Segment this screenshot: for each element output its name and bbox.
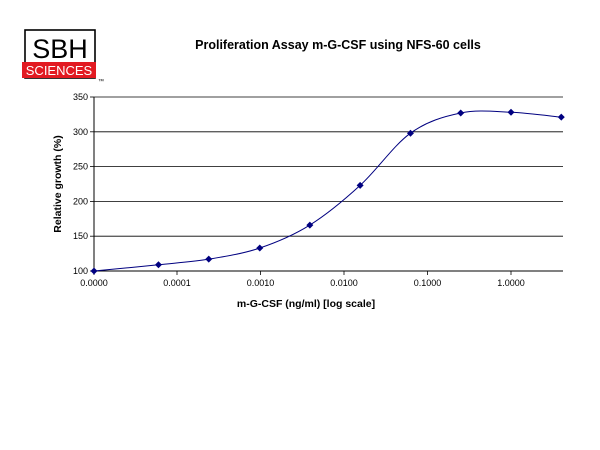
x-tick-label: 1.0000 — [497, 278, 525, 288]
y-tick-label: 200 — [73, 196, 88, 206]
y-tick-label: 100 — [73, 266, 88, 276]
data-point-marker — [306, 221, 314, 229]
data-point-marker — [507, 108, 515, 116]
x-tick-label: 0.0000 — [80, 278, 108, 288]
logo-graphic: SBH SCIENCES ™ — [22, 29, 104, 85]
plot-area: 100 150 200 250 300 350 0.0000 0.0001 0.0010 0.01… — [73, 92, 565, 288]
series-line — [93, 110, 562, 272]
x-axis-label: m-G-CSF (ng/ml) [log scale] — [237, 298, 375, 310]
x-tick-label: 0.1000 — [414, 278, 442, 288]
logo-banner — [22, 62, 96, 78]
logo-text-sciences: SCIENCES — [26, 63, 93, 78]
chart-title: Proliferation Assay m-G-CSF using NFS-60… — [195, 38, 481, 52]
data-point-marker — [457, 109, 465, 117]
data-point-marker — [90, 267, 98, 275]
data-point-marker — [205, 255, 213, 263]
logo-trademark: ™ — [98, 78, 104, 84]
y-axis-label: Relative growth (%) — [52, 135, 64, 232]
x-tick-label: 0.0100 — [330, 278, 358, 288]
data-point-marker — [256, 244, 264, 252]
data-point-marker — [557, 113, 565, 121]
y-tick-label: 350 — [73, 92, 88, 102]
data-point-marker — [406, 129, 414, 137]
y-tick-label: 300 — [73, 127, 88, 137]
x-tick-label: 0.0010 — [247, 278, 275, 288]
sbh-sciences-logo: SBH SCIENCES ™ — [22, 28, 110, 85]
data-point-marker — [154, 261, 162, 269]
y-tick-label: 250 — [73, 162, 88, 172]
x-tick-label: 0.0001 — [163, 278, 191, 288]
data-point-marker — [356, 181, 364, 189]
y-tick-label: 150 — [73, 231, 88, 241]
logo-text-sbh: SBH — [32, 34, 88, 64]
